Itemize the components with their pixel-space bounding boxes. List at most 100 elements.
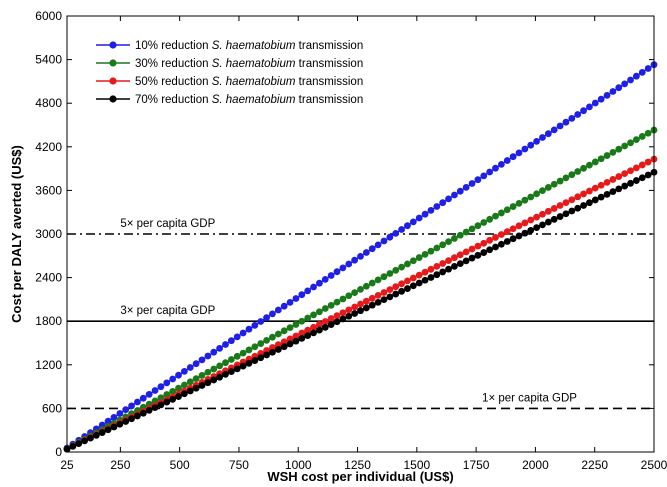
legend-label-species: S. haematobium <box>212 76 296 88</box>
data-point <box>222 359 229 367</box>
legend-label: 70% reduction S. haematobium transmissio… <box>135 94 363 106</box>
data-point <box>310 329 317 337</box>
data-point <box>316 320 323 328</box>
data-point <box>533 190 540 198</box>
data-point <box>509 153 517 161</box>
data-point <box>497 240 505 248</box>
data-point <box>591 184 599 192</box>
data-point <box>597 181 605 189</box>
data-point <box>339 264 347 272</box>
data-point <box>509 203 517 210</box>
legend-item: 30% reduction S. haematobium transmissio… <box>96 58 363 70</box>
y-axis-ticks: 0 600 1200 1800 2400 3000 3600 4200 4800 5400 6000 <box>35 9 654 459</box>
data-point <box>492 164 499 172</box>
data-point <box>298 317 306 325</box>
data-point <box>251 357 259 364</box>
data-point <box>145 406 153 414</box>
data-point <box>175 393 182 400</box>
data-point <box>316 308 323 316</box>
data-point <box>621 170 629 178</box>
data-point <box>245 325 253 333</box>
legend-label-species: S. haematobium <box>212 58 296 70</box>
data-point <box>210 365 218 373</box>
data-point <box>609 148 617 156</box>
data-point <box>515 232 523 240</box>
data-point <box>562 210 570 218</box>
data-point <box>539 187 546 195</box>
data-point <box>257 318 265 325</box>
data-point <box>386 270 394 277</box>
data-point <box>539 134 546 141</box>
data-point <box>257 340 265 347</box>
x-tick-label: 1250 <box>344 458 371 472</box>
data-point <box>333 268 341 276</box>
x-tick-label: 1000 <box>285 458 312 472</box>
data-point <box>580 164 587 172</box>
data-point <box>591 158 599 166</box>
x-tick-label: 250 <box>110 458 130 472</box>
data-point <box>591 99 599 107</box>
data-point <box>351 303 359 311</box>
data-point <box>269 344 276 351</box>
data-point <box>644 171 652 179</box>
data-point <box>134 398 141 406</box>
legend-item: 50% reduction S. haematobium transmissio… <box>96 76 363 88</box>
data-point <box>415 254 423 261</box>
data-point <box>239 329 247 337</box>
data-point <box>427 247 435 255</box>
data-point <box>421 250 429 258</box>
y-tick-label: 2400 <box>35 271 62 285</box>
data-point <box>104 417 112 425</box>
data-point <box>544 207 552 215</box>
data-point <box>216 344 224 352</box>
data-point <box>521 219 529 227</box>
data-point <box>603 91 611 99</box>
data-point <box>286 340 294 348</box>
data-point <box>233 333 241 341</box>
data-point <box>433 271 441 279</box>
data-point <box>227 337 235 345</box>
data-point <box>392 283 400 291</box>
data-point <box>615 84 623 92</box>
data-point <box>433 203 441 210</box>
data-point <box>310 323 317 331</box>
data-point <box>386 233 394 241</box>
data-point <box>433 263 441 270</box>
data-point <box>351 256 359 264</box>
x-tick-label: 2000 <box>522 458 549 472</box>
data-point <box>292 321 300 328</box>
data-point <box>398 226 405 233</box>
data-point <box>451 262 458 270</box>
data-point <box>392 290 400 298</box>
data-point <box>204 379 212 387</box>
data-point <box>521 196 529 204</box>
data-point <box>456 187 464 195</box>
data-point <box>615 173 623 180</box>
data-point <box>257 354 265 362</box>
data-point <box>398 280 405 288</box>
data-point <box>128 402 135 410</box>
data-point <box>404 260 411 268</box>
data-point <box>321 318 329 325</box>
data-point <box>304 287 312 295</box>
data-point <box>233 365 241 373</box>
data-point <box>445 195 452 203</box>
data-point <box>362 249 370 256</box>
data-point <box>104 426 112 434</box>
data-point <box>515 149 523 157</box>
data-point <box>533 213 540 221</box>
data-point <box>368 245 376 253</box>
data-point <box>210 348 218 356</box>
reference-line-label: 5× per capita GDP <box>120 218 215 230</box>
data-point <box>409 274 417 282</box>
data-point <box>175 384 182 392</box>
data-point <box>374 298 382 306</box>
legend-label-prefix: 30% reduction <box>135 58 212 70</box>
legend-label-suffix: transmission <box>295 76 363 88</box>
data-point <box>556 122 564 130</box>
data-point <box>163 391 171 398</box>
data-point <box>304 326 312 334</box>
data-point <box>574 193 582 201</box>
data-point <box>280 338 288 346</box>
data-point <box>521 145 529 153</box>
